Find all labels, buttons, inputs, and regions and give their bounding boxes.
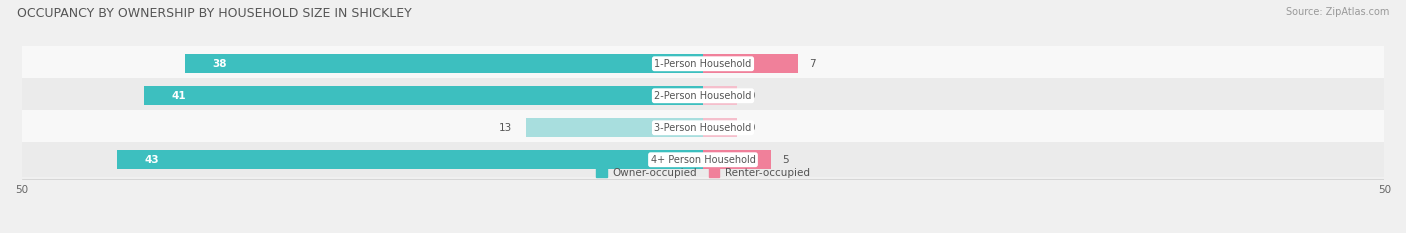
Bar [21, 142, 1385, 177]
Text: 2-Person Household: 2-Person Household [654, 91, 752, 101]
Bar [703, 150, 770, 169]
Text: 13: 13 [499, 123, 512, 133]
Bar [21, 110, 1385, 145]
Bar [526, 118, 703, 137]
Text: 41: 41 [172, 91, 186, 101]
Text: 38: 38 [212, 59, 226, 69]
Text: 1-Person Household: 1-Person Household [654, 59, 752, 69]
Text: 5: 5 [782, 155, 789, 165]
Bar [703, 86, 737, 105]
Text: 3-Person Household: 3-Person Household [654, 123, 752, 133]
Text: 0: 0 [748, 123, 755, 133]
Text: 4+ Person Household: 4+ Person Household [651, 155, 755, 165]
Text: Source: ZipAtlas.com: Source: ZipAtlas.com [1285, 7, 1389, 17]
Bar [703, 54, 799, 73]
Text: 7: 7 [810, 59, 815, 69]
Bar [703, 118, 737, 137]
Text: 0: 0 [748, 91, 755, 101]
Text: OCCUPANCY BY OWNERSHIP BY HOUSEHOLD SIZE IN SHICKLEY: OCCUPANCY BY OWNERSHIP BY HOUSEHOLD SIZE… [17, 7, 412, 20]
Bar [117, 150, 703, 169]
Legend: Owner-occupied, Renter-occupied: Owner-occupied, Renter-occupied [592, 164, 814, 182]
Text: 43: 43 [145, 155, 159, 165]
Bar [145, 86, 703, 105]
Bar [186, 54, 703, 73]
Bar [21, 79, 1385, 113]
Bar [21, 46, 1385, 81]
